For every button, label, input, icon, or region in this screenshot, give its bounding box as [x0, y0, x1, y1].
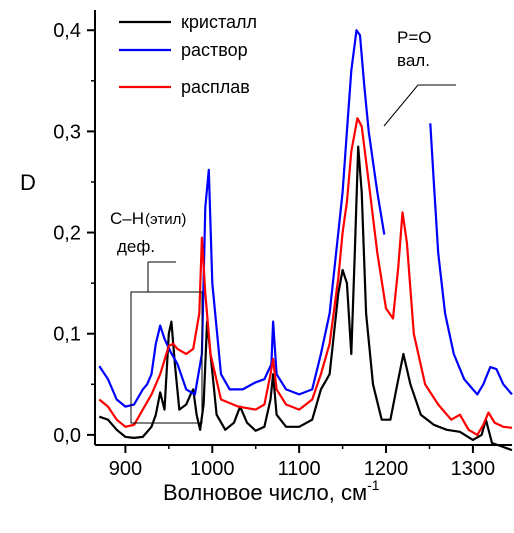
- series-line-2: [429, 123, 513, 396]
- annotation-box-rect: [130, 291, 203, 424]
- y-axis-label: D: [20, 170, 36, 195]
- po-leader-d: [383, 84, 419, 127]
- x-tick-label-4: 1300: [451, 458, 496, 480]
- axes: 900 1000 1100 1200 1300 0,0 0,1 0,2 0,3 0,4: [53, 10, 512, 480]
- legend-label-melt: расплав: [181, 77, 250, 97]
- x-tick-label-3: 1200: [364, 458, 409, 480]
- y-tick-label-4: 0,4: [53, 20, 81, 42]
- legend-label-solution: раствор: [181, 40, 248, 60]
- y-tick-label-0: 0,0: [53, 425, 81, 447]
- x-tick-label-1: 1000: [190, 458, 235, 480]
- annotation-po-val: вал.: [397, 51, 430, 70]
- annotation-ch-label: C–H(этил): [110, 209, 186, 228]
- x-tick-label-0: 900: [109, 458, 142, 480]
- series-layer: [98, 29, 513, 452]
- x-tick-label-2: 1100: [278, 458, 321, 480]
- legend-label-crystal: кристалл: [181, 12, 257, 32]
- annotation-box: [130, 261, 203, 424]
- annotation-po-label: P=O: [397, 28, 432, 47]
- legend: кристалл раствор расплав: [119, 12, 257, 97]
- series-line-0: [98, 145, 513, 452]
- series-line-1: [98, 29, 386, 408]
- annotation-ch-deform: деф.: [117, 237, 155, 256]
- annotation-po-leader: [383, 84, 456, 127]
- x-axis-label: Волновое число, см-1: [163, 477, 380, 505]
- series-line-3: [98, 117, 513, 436]
- y-tick-label-1: 0,1: [53, 324, 81, 346]
- y-tick-label-2: 0,2: [53, 223, 81, 245]
- y-tick-label-3: 0,3: [53, 121, 81, 143]
